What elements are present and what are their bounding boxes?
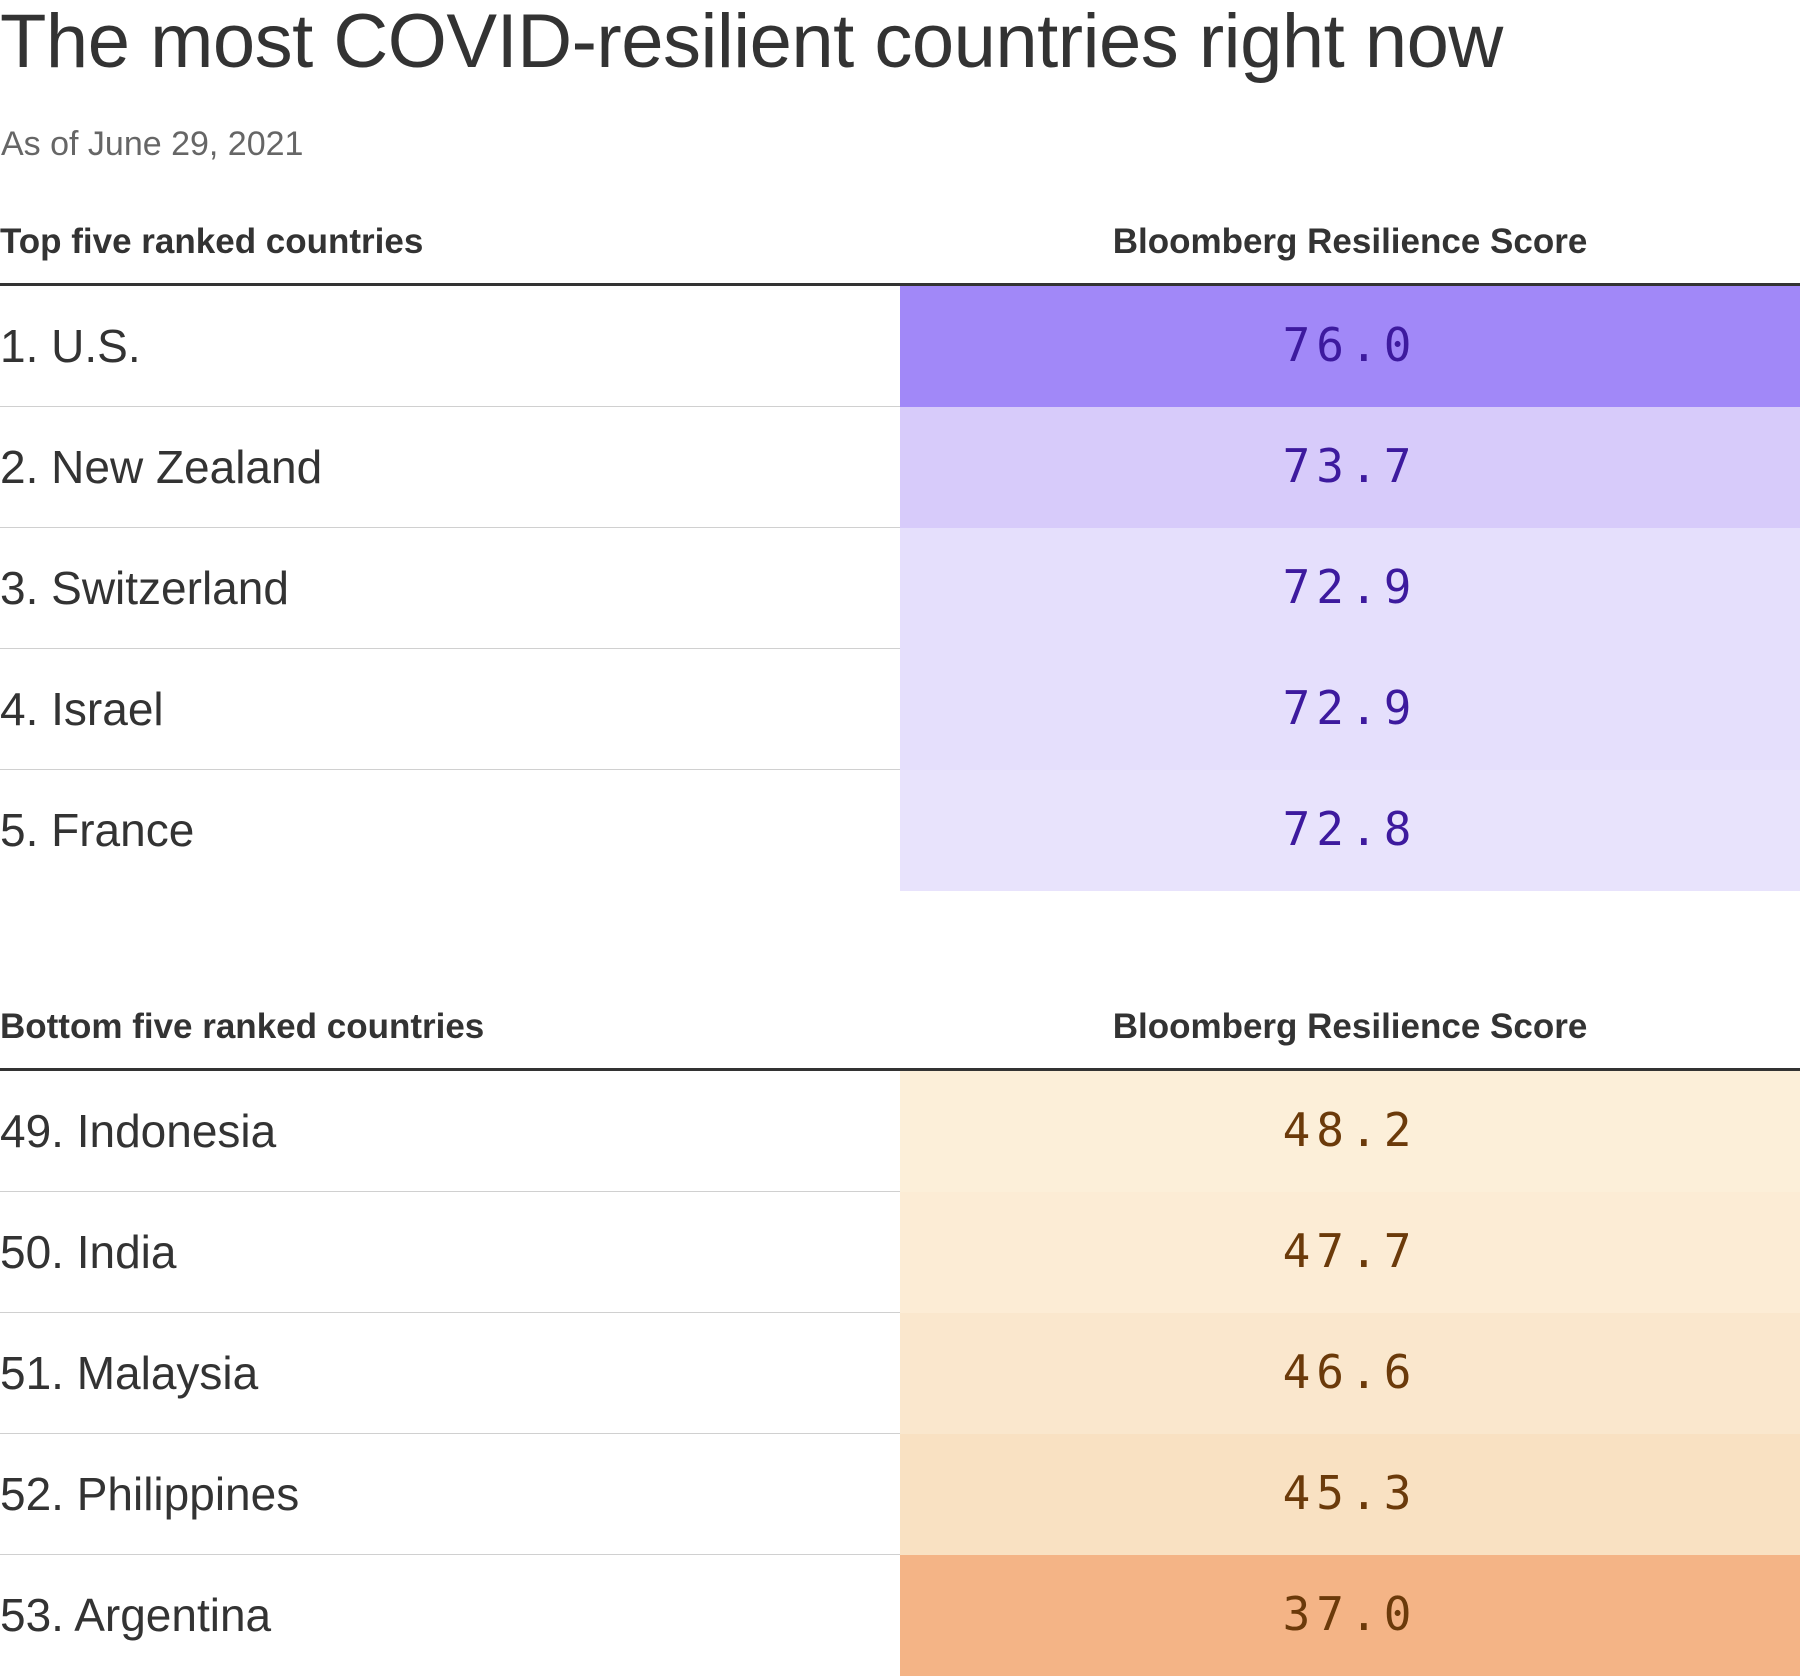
page-title: The most COVID-resilient countries right… <box>0 0 1503 84</box>
bottom-table-row: 53. Argentina 37.0 <box>0 1555 1800 1676</box>
top-score-cell: 72.8 <box>900 770 1800 891</box>
top-country-label: 5. France <box>0 804 195 856</box>
bottom-country-label: 53. Argentina <box>0 1589 272 1641</box>
top-five-table: Top five ranked countries Bloomberg Resi… <box>0 210 1800 891</box>
bottom-score-cell: 45.3 <box>900 1434 1800 1555</box>
bottom-table-body: 49. Indonesia 48.2 50. India 47.7 51. Malays… <box>0 1071 1800 1676</box>
bottom-score-cell: 48.2 <box>900 1071 1800 1192</box>
bottom-table-row: 49. Indonesia 48.2 <box>0 1071 1800 1192</box>
top-table-header: Top five ranked countries Bloomberg Resi… <box>0 210 1800 286</box>
bottom-country-label: 49. Indonesia <box>0 1105 277 1157</box>
top-table-body: 1. U.S. 76.0 2. New Zealand 73.7 3. Switzerl… <box>0 286 1800 891</box>
bottom-score-cell: 37.0 <box>900 1555 1800 1676</box>
top-table-label-header: Top five ranked countries <box>0 222 424 261</box>
bottom-table-score-header: Bloomberg Resilience Score <box>1112 1007 1588 1046</box>
top-table-row: 4. Israel 72.9 <box>0 649 1800 770</box>
top-country-label: 2. New Zealand <box>0 441 323 493</box>
top-country-label: 3. Switzerland <box>0 562 289 614</box>
page-subtitle: As of June 29, 2021 <box>1 125 304 163</box>
bottom-country-label: 52. Philippines <box>0 1468 300 1520</box>
bottom-score-cell: 46.6 <box>900 1313 1800 1434</box>
top-score-cell: 72.9 <box>900 649 1800 770</box>
bottom-table-label-header: Bottom five ranked countries <box>0 1007 485 1046</box>
bottom-table-row: 50. India 47.7 <box>0 1192 1800 1313</box>
top-table-row: 2. New Zealand 73.7 <box>0 407 1800 528</box>
bottom-five-table: Bottom five ranked countries Bloomberg R… <box>0 995 1800 1676</box>
top-score-cell: 76.0 <box>900 286 1800 407</box>
bottom-country-label: 51. Malaysia <box>0 1347 259 1399</box>
bottom-table-row: 51. Malaysia 46.6 <box>0 1313 1800 1434</box>
top-table-row: 3. Switzerland 72.9 <box>0 528 1800 649</box>
top-score-cell: 73.7 <box>900 407 1800 528</box>
bottom-score-cell: 47.7 <box>900 1192 1800 1313</box>
top-country-label: 4. Israel <box>0 683 164 735</box>
top-table-row: 5. France 72.8 <box>0 770 1800 891</box>
top-score-cell: 72.9 <box>900 528 1800 649</box>
top-country-label: 1. U.S. <box>0 320 141 372</box>
bottom-table-header: Bottom five ranked countries Bloomberg R… <box>0 995 1800 1071</box>
top-table-row: 1. U.S. 76.0 <box>0 286 1800 407</box>
top-table-score-header: Bloomberg Resilience Score <box>1112 222 1588 261</box>
bottom-country-label: 50. India <box>0 1226 177 1278</box>
bottom-table-row: 52. Philippines 45.3 <box>0 1434 1800 1555</box>
